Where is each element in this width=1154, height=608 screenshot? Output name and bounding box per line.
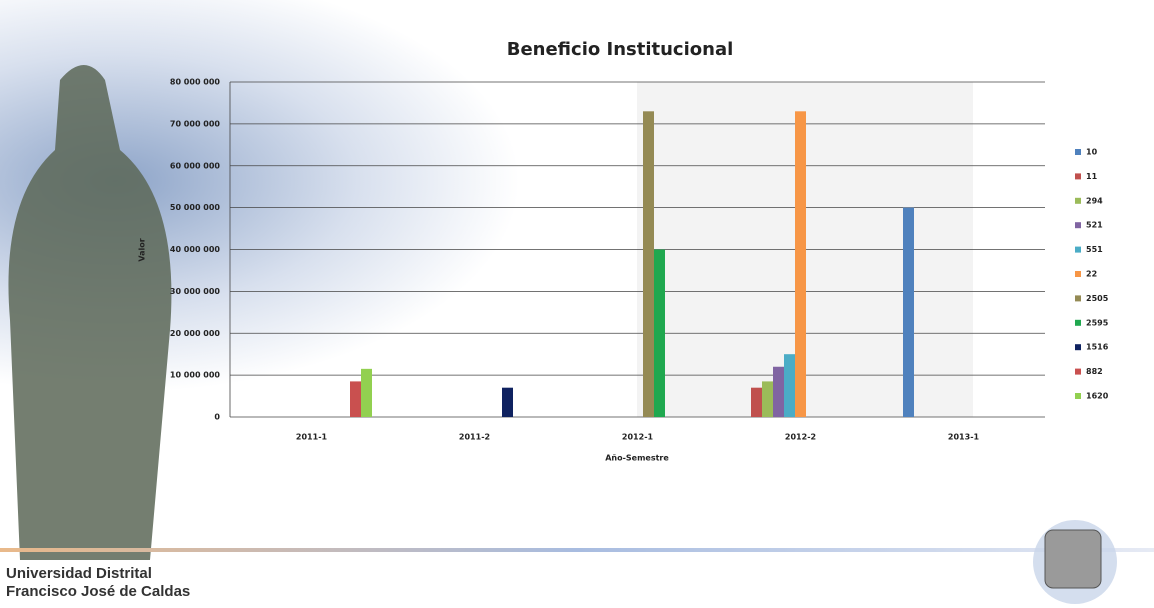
bar xyxy=(784,354,795,417)
legend-swatch xyxy=(1075,198,1081,204)
x-tick-label: 2012-2 xyxy=(785,433,816,442)
slide: Universidad Distrital Francisco José de … xyxy=(0,0,1154,604)
legend-label: 551 xyxy=(1086,245,1103,254)
y-tick-label: 40 000 000 xyxy=(170,245,221,254)
legend-label: 10 xyxy=(1086,148,1098,157)
bar xyxy=(751,388,762,417)
legend-label: 11 xyxy=(1086,172,1098,181)
y-tick-label: 60 000 000 xyxy=(170,161,221,170)
legend-label: 294 xyxy=(1086,196,1103,205)
legend-label: 2505 xyxy=(1086,294,1109,303)
x-axis-label: Año-Semestre xyxy=(605,454,669,463)
bar xyxy=(903,208,914,417)
legend-label: 882 xyxy=(1086,367,1103,376)
footer-band xyxy=(0,548,1154,552)
bar xyxy=(795,111,806,417)
legend-swatch xyxy=(1075,393,1081,399)
legend-swatch xyxy=(1075,320,1081,326)
legend-swatch xyxy=(1075,295,1081,301)
bar xyxy=(773,367,784,417)
y-tick-label: 50 000 000 xyxy=(170,203,221,212)
legend-label: 2595 xyxy=(1086,318,1109,327)
legend-label: 1516 xyxy=(1086,343,1109,352)
page: Universidad Distrital Francisco José de … xyxy=(0,0,1154,604)
y-tick-label: 20 000 000 xyxy=(170,329,221,338)
legend-swatch xyxy=(1075,222,1081,228)
x-tick-label: 2012-1 xyxy=(622,433,654,442)
x-tick-label: 2013-1 xyxy=(948,433,980,442)
bar xyxy=(350,381,361,417)
x-tick-label: 2011-2 xyxy=(459,433,490,442)
bar xyxy=(654,250,665,418)
legend-swatch xyxy=(1075,271,1081,277)
legend-label: 22 xyxy=(1086,270,1097,279)
y-tick-label: 80 000 000 xyxy=(170,78,221,87)
y-tick-label: 30 000 000 xyxy=(170,287,221,296)
legend-label: 521 xyxy=(1086,221,1103,230)
y-axis-label: Valor xyxy=(138,238,147,261)
y-tick-label: 70 000 000 xyxy=(170,119,221,128)
bar xyxy=(361,369,372,417)
background xyxy=(0,0,1154,604)
legend-swatch xyxy=(1075,173,1081,179)
y-tick-label: 10 000 000 xyxy=(170,371,221,380)
chart-title: Beneficio Institucional xyxy=(507,39,734,60)
legend-swatch xyxy=(1075,247,1081,253)
logo xyxy=(1045,530,1101,588)
legend-label: 1620 xyxy=(1086,392,1109,401)
legend-swatch xyxy=(1075,344,1081,350)
bar xyxy=(643,111,654,417)
bar xyxy=(502,388,513,417)
footer-line: Universidad Distrital xyxy=(6,565,152,582)
y-tick-label: 0 xyxy=(214,413,220,422)
legend-swatch xyxy=(1075,369,1081,375)
legend-swatch xyxy=(1075,149,1081,155)
footer-line: Francisco José de Caldas xyxy=(6,583,190,600)
x-tick-label: 2011-1 xyxy=(296,433,328,442)
bar xyxy=(762,381,773,417)
